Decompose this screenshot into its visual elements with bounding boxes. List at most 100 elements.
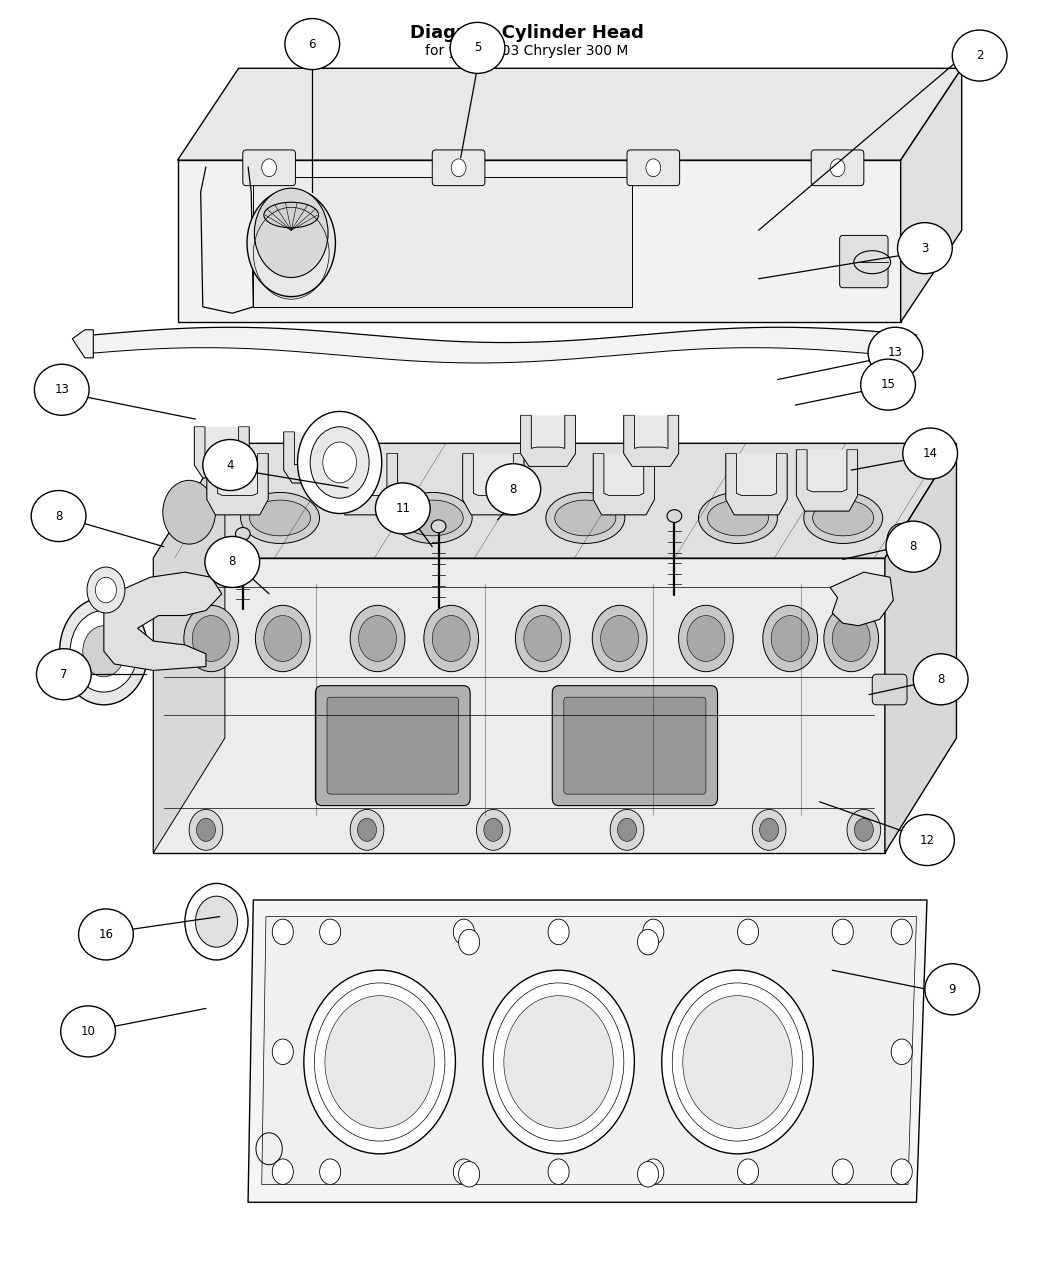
Circle shape	[476, 810, 510, 850]
Ellipse shape	[456, 167, 471, 180]
Circle shape	[772, 616, 809, 661]
Circle shape	[255, 605, 310, 672]
Circle shape	[247, 189, 335, 296]
Circle shape	[357, 819, 376, 842]
Text: 8: 8	[55, 510, 62, 522]
Text: 11: 11	[395, 502, 410, 515]
Circle shape	[638, 1162, 659, 1188]
Ellipse shape	[250, 501, 311, 536]
FancyBboxPatch shape	[812, 149, 864, 185]
FancyBboxPatch shape	[315, 686, 470, 806]
Ellipse shape	[854, 250, 891, 273]
Text: 13: 13	[55, 383, 70, 396]
Ellipse shape	[240, 493, 319, 544]
Circle shape	[548, 1160, 569, 1185]
Ellipse shape	[61, 1006, 116, 1057]
Polygon shape	[901, 68, 961, 322]
Polygon shape	[194, 427, 249, 478]
Circle shape	[310, 427, 369, 498]
Ellipse shape	[804, 493, 882, 544]
Circle shape	[323, 442, 356, 483]
Circle shape	[643, 919, 664, 945]
Ellipse shape	[667, 510, 682, 522]
Ellipse shape	[925, 964, 979, 1015]
Text: 8: 8	[910, 540, 917, 553]
Polygon shape	[261, 917, 917, 1185]
Circle shape	[314, 983, 445, 1142]
Polygon shape	[531, 415, 565, 448]
Circle shape	[87, 567, 125, 613]
Circle shape	[887, 524, 915, 557]
Text: 6: 6	[309, 37, 316, 51]
Polygon shape	[217, 453, 257, 495]
Circle shape	[189, 810, 222, 850]
Polygon shape	[604, 453, 644, 495]
Circle shape	[432, 616, 470, 661]
Circle shape	[162, 480, 215, 544]
Polygon shape	[347, 453, 387, 495]
Circle shape	[738, 1160, 759, 1185]
Text: 5: 5	[474, 41, 482, 55]
Polygon shape	[294, 432, 328, 465]
Circle shape	[483, 971, 635, 1154]
Ellipse shape	[952, 31, 1007, 80]
Circle shape	[824, 605, 879, 672]
Polygon shape	[204, 427, 238, 460]
Text: 16: 16	[98, 928, 114, 941]
Ellipse shape	[35, 364, 90, 415]
Polygon shape	[473, 453, 513, 495]
Circle shape	[424, 605, 479, 672]
FancyBboxPatch shape	[840, 235, 889, 287]
Circle shape	[833, 616, 871, 661]
Circle shape	[524, 616, 562, 661]
Circle shape	[601, 616, 639, 661]
FancyBboxPatch shape	[327, 697, 458, 794]
Circle shape	[458, 930, 480, 955]
Ellipse shape	[235, 527, 250, 540]
Circle shape	[319, 1160, 340, 1185]
Ellipse shape	[403, 501, 463, 536]
Polygon shape	[207, 453, 268, 515]
Text: 4: 4	[227, 458, 234, 471]
Circle shape	[738, 919, 759, 945]
Polygon shape	[624, 415, 679, 466]
Ellipse shape	[32, 490, 86, 541]
Text: 8: 8	[937, 673, 944, 686]
Circle shape	[679, 605, 734, 672]
Circle shape	[184, 884, 248, 960]
FancyBboxPatch shape	[432, 149, 485, 185]
Text: 13: 13	[887, 346, 903, 359]
Polygon shape	[153, 443, 956, 558]
Ellipse shape	[699, 493, 778, 544]
Text: 3: 3	[921, 241, 929, 254]
Circle shape	[618, 819, 637, 842]
Ellipse shape	[903, 428, 957, 479]
Text: Diagram Cylinder Head: Diagram Cylinder Head	[410, 24, 644, 42]
Circle shape	[453, 919, 474, 945]
Circle shape	[453, 1160, 474, 1185]
Polygon shape	[521, 415, 575, 466]
FancyBboxPatch shape	[627, 149, 680, 185]
Circle shape	[304, 971, 455, 1154]
Text: 2: 2	[976, 49, 983, 63]
Ellipse shape	[37, 649, 92, 700]
Text: 10: 10	[80, 1025, 96, 1038]
Circle shape	[297, 411, 382, 513]
Text: 7: 7	[60, 668, 67, 681]
Polygon shape	[104, 572, 221, 670]
Circle shape	[96, 577, 117, 603]
Circle shape	[325, 996, 434, 1129]
Circle shape	[350, 605, 405, 672]
Ellipse shape	[486, 464, 541, 515]
Circle shape	[672, 983, 803, 1142]
Polygon shape	[248, 900, 926, 1203]
Circle shape	[358, 616, 396, 661]
Text: 8: 8	[510, 483, 518, 495]
Ellipse shape	[79, 909, 133, 960]
Polygon shape	[797, 450, 858, 511]
Circle shape	[484, 819, 503, 842]
Circle shape	[183, 605, 238, 672]
Text: 8: 8	[229, 555, 236, 568]
Ellipse shape	[707, 501, 768, 536]
Circle shape	[831, 158, 845, 176]
